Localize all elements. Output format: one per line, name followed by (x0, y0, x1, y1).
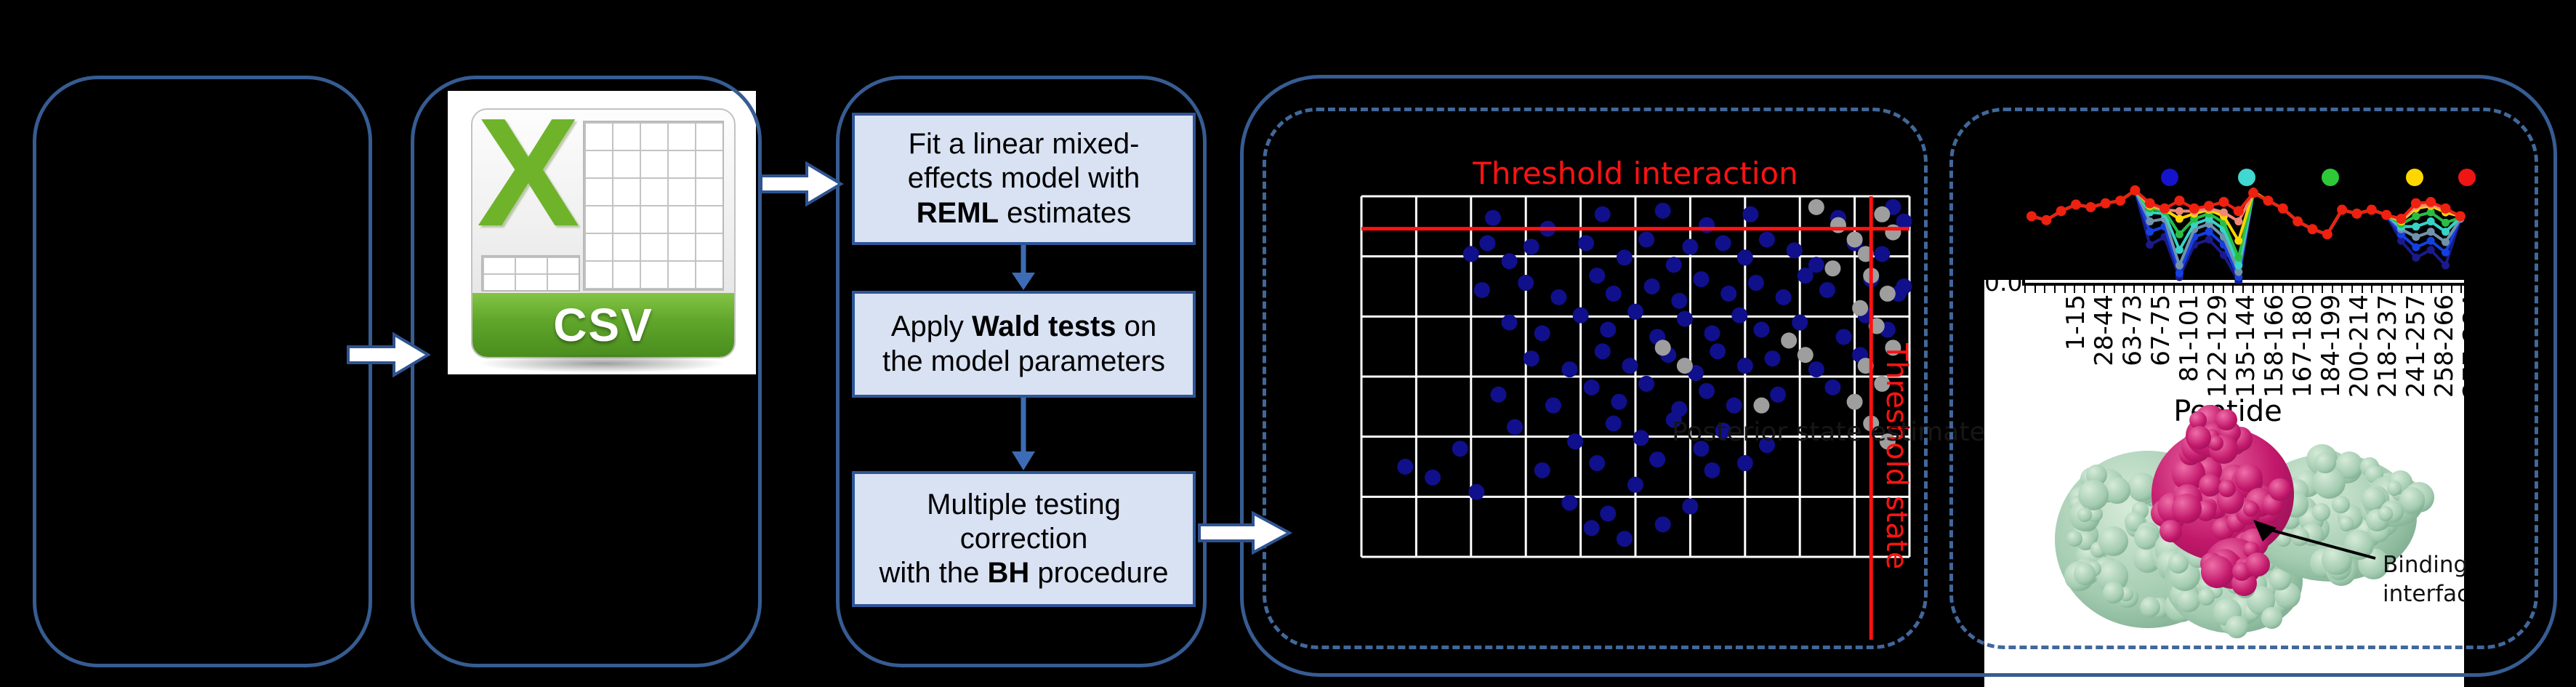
axis-tick (2252, 286, 2254, 293)
right-arrow-icon (347, 332, 431, 378)
axis-tick (2104, 286, 2106, 293)
axis-tick (2351, 286, 2354, 293)
axis-tick (2460, 286, 2463, 293)
peptide-tick-label: 258-266 (2430, 294, 2459, 398)
threshold-interaction-label: Threshold interaction (1473, 156, 1798, 191)
axis-tick (2034, 286, 2036, 293)
axis-tick (2331, 286, 2333, 293)
csv-format-label: CSV (553, 299, 653, 351)
posterior-axis-label: Posterior state estimate (1672, 417, 1986, 447)
axis-tick (2262, 286, 2264, 293)
axis-tick (2083, 286, 2085, 293)
right-arrow-icon (1198, 510, 1292, 555)
step-text-line: effects model with (907, 162, 1140, 195)
axis-tick (2153, 286, 2155, 293)
step-text-line: correction (959, 522, 1088, 555)
axis-tick (2173, 286, 2175, 293)
axis-tick (2410, 286, 2412, 293)
icon-shadow (477, 354, 727, 373)
axis-tick (2322, 286, 2324, 293)
step-fit-model: Fit a linear mixed-effects model with REM… (852, 113, 1196, 245)
axis-tick (2183, 286, 2185, 293)
y-axis-tick-label: 0.0 (1984, 268, 2023, 297)
axis-tick (2074, 286, 2076, 293)
axis-tick (2420, 286, 2423, 293)
axis-tick (2093, 286, 2096, 293)
axis-tick (2162, 286, 2165, 293)
axis-tick (2143, 286, 2145, 293)
y-axis-line (2022, 277, 2025, 286)
axis-tick (2213, 286, 2215, 293)
legend-dot-icon (2406, 169, 2423, 186)
peptide-tick-label: 28-44 (2090, 294, 2119, 366)
axis-tick (2232, 286, 2234, 293)
csv-banner: CSV (472, 293, 734, 357)
peptide-tick-label: 277-284 (2458, 294, 2487, 398)
axis-tick (2440, 286, 2442, 293)
axis-tick (2401, 286, 2403, 293)
spreadsheet-grid (481, 255, 580, 292)
axis-tick (2123, 286, 2125, 293)
axis-tick (2242, 286, 2245, 293)
axis-tick (2301, 286, 2303, 293)
axis-tick (2133, 286, 2136, 293)
annotation-line1: Binding (2383, 552, 2466, 578)
axis-tick (2053, 286, 2056, 293)
axis-tick (2341, 286, 2343, 293)
axis-tick (2064, 286, 2066, 293)
step-wald-tests: Apply Wald tests on the model parameters (852, 291, 1196, 398)
binding-interface-annotation: Binding interface (2383, 550, 2466, 613)
step-text-line: Apply Wald tests on (890, 310, 1157, 343)
experiment-panel (33, 76, 372, 667)
right-arrow-icon (760, 161, 844, 207)
axis-tick (2292, 286, 2294, 293)
peptide-tick-label: 1-15 (2061, 294, 2090, 351)
legend-dot-icon (2238, 169, 2255, 186)
axis-tick (2361, 286, 2363, 293)
threshold-scatter-plot (1360, 195, 1912, 640)
axis-tick (2024, 286, 2026, 293)
peptide-figure-image: 0.0 1-15 28-44 63-73 67-75 81-101 122-129 135-… (1984, 268, 2487, 687)
peptide-tick-label: 218-237 (2373, 294, 2402, 398)
axis-tick (2371, 286, 2373, 293)
step-bh-correction: Multiple testing correction with the BH pr… (852, 471, 1196, 607)
axis-tick (2113, 286, 2115, 293)
peptide-tick-label: 200-214 (2345, 294, 2374, 398)
axis-tick (2311, 286, 2314, 293)
spreadsheet-grid (583, 121, 724, 291)
step-text-line: REML estimates (916, 196, 1132, 229)
protein-structure-image (2046, 404, 2434, 641)
step-text-line: the model parameters (882, 345, 1166, 377)
x-axis-line (2022, 283, 2464, 286)
legend-dot-icon (2458, 169, 2476, 186)
axis-tick (2202, 286, 2205, 293)
annotation-arrow-icon (2253, 520, 2376, 560)
axis-tick (2391, 286, 2393, 293)
legend-dot-icon (2322, 169, 2339, 186)
threshold-state-label: Threshold state (1880, 343, 1913, 570)
csv-file-image: X CSV (448, 91, 756, 374)
excel-x-glyph: X (477, 108, 580, 258)
down-arrow-icon (1012, 245, 1035, 290)
axis-tick (2272, 286, 2274, 293)
step-text-line: Multiple testing (927, 488, 1121, 521)
legend-dot-icon (2161, 169, 2178, 186)
axis-tick (2192, 286, 2194, 293)
peptide-uptake-line-chart (2026, 169, 2476, 284)
axis-tick (2044, 286, 2046, 293)
annotation-line2: interface (2383, 581, 2466, 607)
axis-tick (2282, 286, 2284, 293)
axis-tick (2431, 286, 2433, 293)
axis-tick (2450, 286, 2452, 293)
step-text-line: Fit a linear mixed- (908, 128, 1140, 161)
csv-file-icon: X CSV (471, 108, 736, 358)
down-arrow-icon (1012, 398, 1035, 470)
axis-tick (2222, 286, 2224, 293)
axis-tick (2381, 286, 2383, 293)
peptide-tick-label: 241-257 (2402, 294, 2431, 398)
step-text-line: with the BH procedure (879, 557, 1169, 590)
